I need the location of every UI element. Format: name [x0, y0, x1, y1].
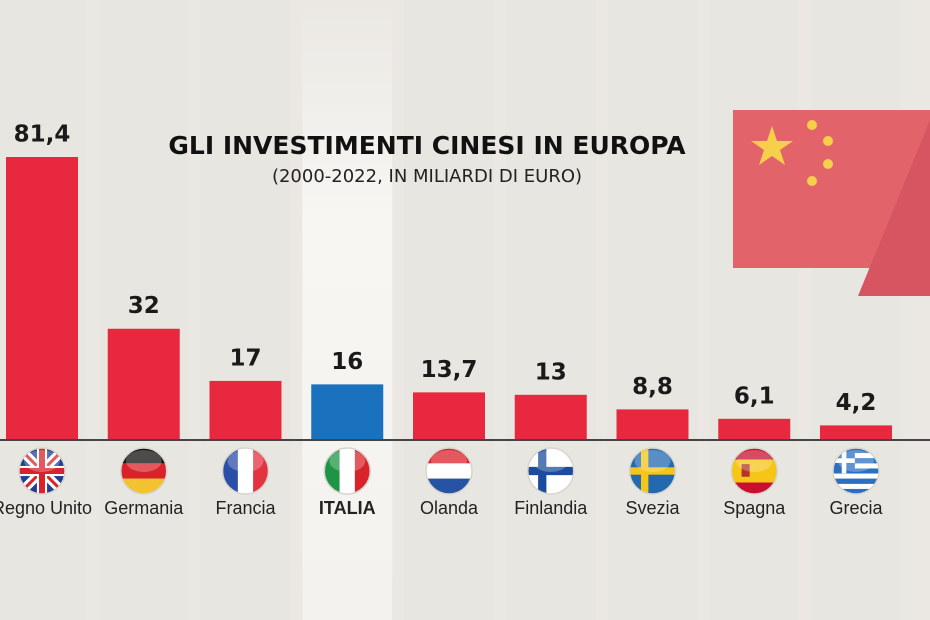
bar: [107, 328, 180, 440]
value-label: 4,2: [836, 390, 877, 416]
flag-icon: [222, 448, 269, 494]
bar: [820, 425, 892, 440]
bar: [413, 392, 485, 440]
flag-rim: [628, 447, 677, 495]
value-label: 6,1: [734, 383, 775, 409]
x-tick-label: Svezia: [625, 498, 680, 518]
x-tick-label: Spagna: [723, 498, 786, 518]
flag-rim: [120, 447, 168, 495]
flag-rim: [323, 447, 371, 495]
flag-rim: [425, 447, 473, 495]
flag-rim: [527, 447, 575, 495]
value-label: 8,8: [632, 374, 673, 400]
flag-gloss: [227, 450, 264, 472]
x-tick-label: Germania: [104, 498, 184, 518]
china-flag: [733, 110, 930, 296]
x-tick-label: Finlandia: [514, 498, 588, 518]
value-label: 81,4: [14, 122, 71, 148]
bar: [209, 380, 282, 440]
flag-icon: [426, 448, 472, 494]
flag-part: [527, 466, 574, 476]
flag-icon: [19, 448, 65, 494]
bar: [616, 409, 689, 440]
chart-subtitle: (2000-2022, IN MILIARDI DI EURO): [272, 166, 582, 187]
flag-icon: [527, 448, 574, 494]
flag-gloss: [24, 450, 60, 472]
column-band: [607, 0, 698, 620]
flag-rim: [832, 447, 880, 495]
flag-rim: [730, 447, 778, 495]
bar: [6, 157, 78, 440]
flag-icon: [833, 448, 879, 494]
flag-part: [426, 463, 472, 479]
flag-gloss: [431, 450, 467, 472]
x-tick-label: ITALIA: [319, 498, 376, 518]
bar: [514, 394, 587, 440]
flag-gloss: [634, 450, 671, 472]
flag-icon: [731, 448, 778, 494]
flag-rim: [221, 447, 270, 495]
flag-gloss: [329, 450, 366, 472]
x-tick-label: Regno Unito: [0, 498, 92, 518]
value-label: 17: [229, 345, 261, 371]
flag-part: [833, 458, 855, 463]
flag-part: [120, 463, 167, 479]
column-band: [505, 0, 596, 620]
bar: [718, 418, 791, 440]
flag-part: [731, 448, 778, 460]
chart-title: GLI INVESTIMENTI CINESI IN EUROPA: [168, 131, 686, 160]
flag-part: [833, 473, 879, 479]
flag-gloss: [125, 450, 162, 472]
flag-gloss: [532, 450, 569, 472]
column-shading: [98, 0, 901, 620]
x-tick-label: Francia: [215, 498, 276, 518]
value-label: 13: [535, 359, 567, 385]
flag-part: [833, 453, 879, 459]
plot: 81,4 Regno Unito 32 Germania 17 Francia 16 ITAL…: [0, 122, 892, 518]
flag-part: [237, 448, 254, 494]
column-band: [404, 0, 494, 620]
value-label: 32: [128, 293, 160, 319]
column-band: [98, 0, 189, 620]
x-tick-label: Olanda: [420, 498, 479, 518]
value-label: 13,7: [421, 357, 478, 383]
column-band: [709, 0, 800, 620]
flag-part: [19, 468, 65, 474]
column-band: [200, 0, 291, 620]
flag-part: [833, 483, 879, 489]
flag-part: [629, 467, 676, 475]
column-band: [302, 0, 393, 620]
flag-part: [339, 448, 356, 494]
column-band: [811, 0, 901, 620]
flag-gloss: [838, 450, 874, 472]
flag-rim: [18, 447, 66, 495]
x-tick-label: Grecia: [829, 498, 883, 518]
flag-part: [741, 464, 750, 477]
flag-gloss: [736, 450, 773, 472]
flag-part: [731, 482, 778, 494]
flag-icon: [629, 448, 676, 494]
value-label: 16: [331, 349, 363, 375]
flag-part: [833, 463, 879, 469]
bar: [311, 384, 384, 440]
